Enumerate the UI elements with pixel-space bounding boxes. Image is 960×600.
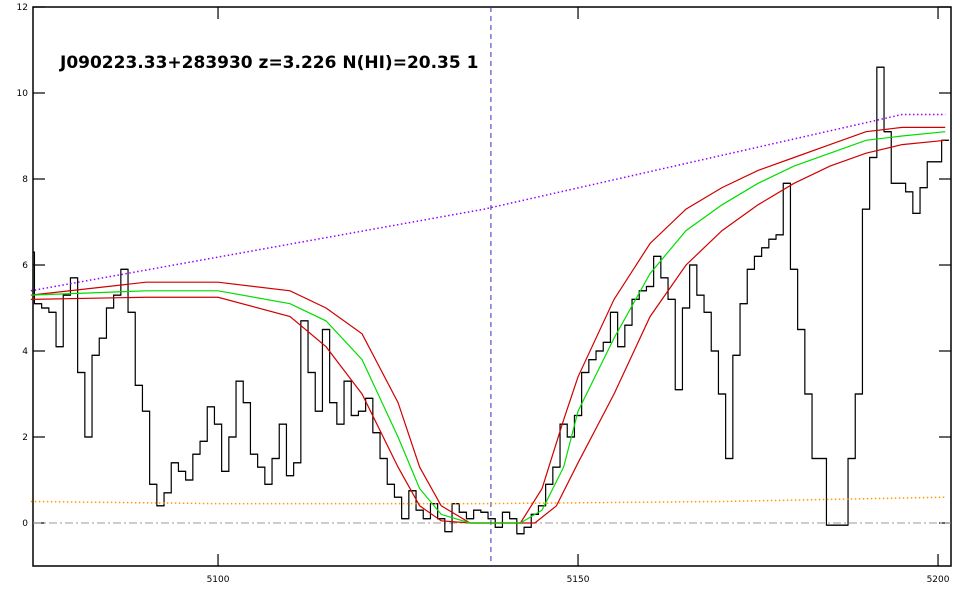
y-tick-label: 6 [22, 261, 28, 271]
chart-title: J090223.33+283930 z=3.226 N(HI)=20.35 1 [59, 53, 478, 73]
y-tick-label: 12 [17, 3, 28, 13]
x-tick-label: 5100 [207, 575, 230, 585]
x-tick-label: 5200 [927, 575, 950, 585]
y-tick-label: 2 [22, 433, 28, 443]
y-tick-label: 10 [17, 89, 29, 99]
series-line [30, 126, 946, 524]
y-tick-label: 0 [22, 519, 28, 529]
y-tick-label: 8 [22, 175, 28, 185]
series-line [30, 496, 946, 505]
plot-frame [32, 6, 952, 567]
y-tick-label: 4 [22, 347, 28, 357]
series-line [30, 131, 946, 524]
series-line [30, 139, 946, 524]
x-tick-label: 5150 [567, 575, 590, 585]
step-connector [33, 66, 949, 535]
